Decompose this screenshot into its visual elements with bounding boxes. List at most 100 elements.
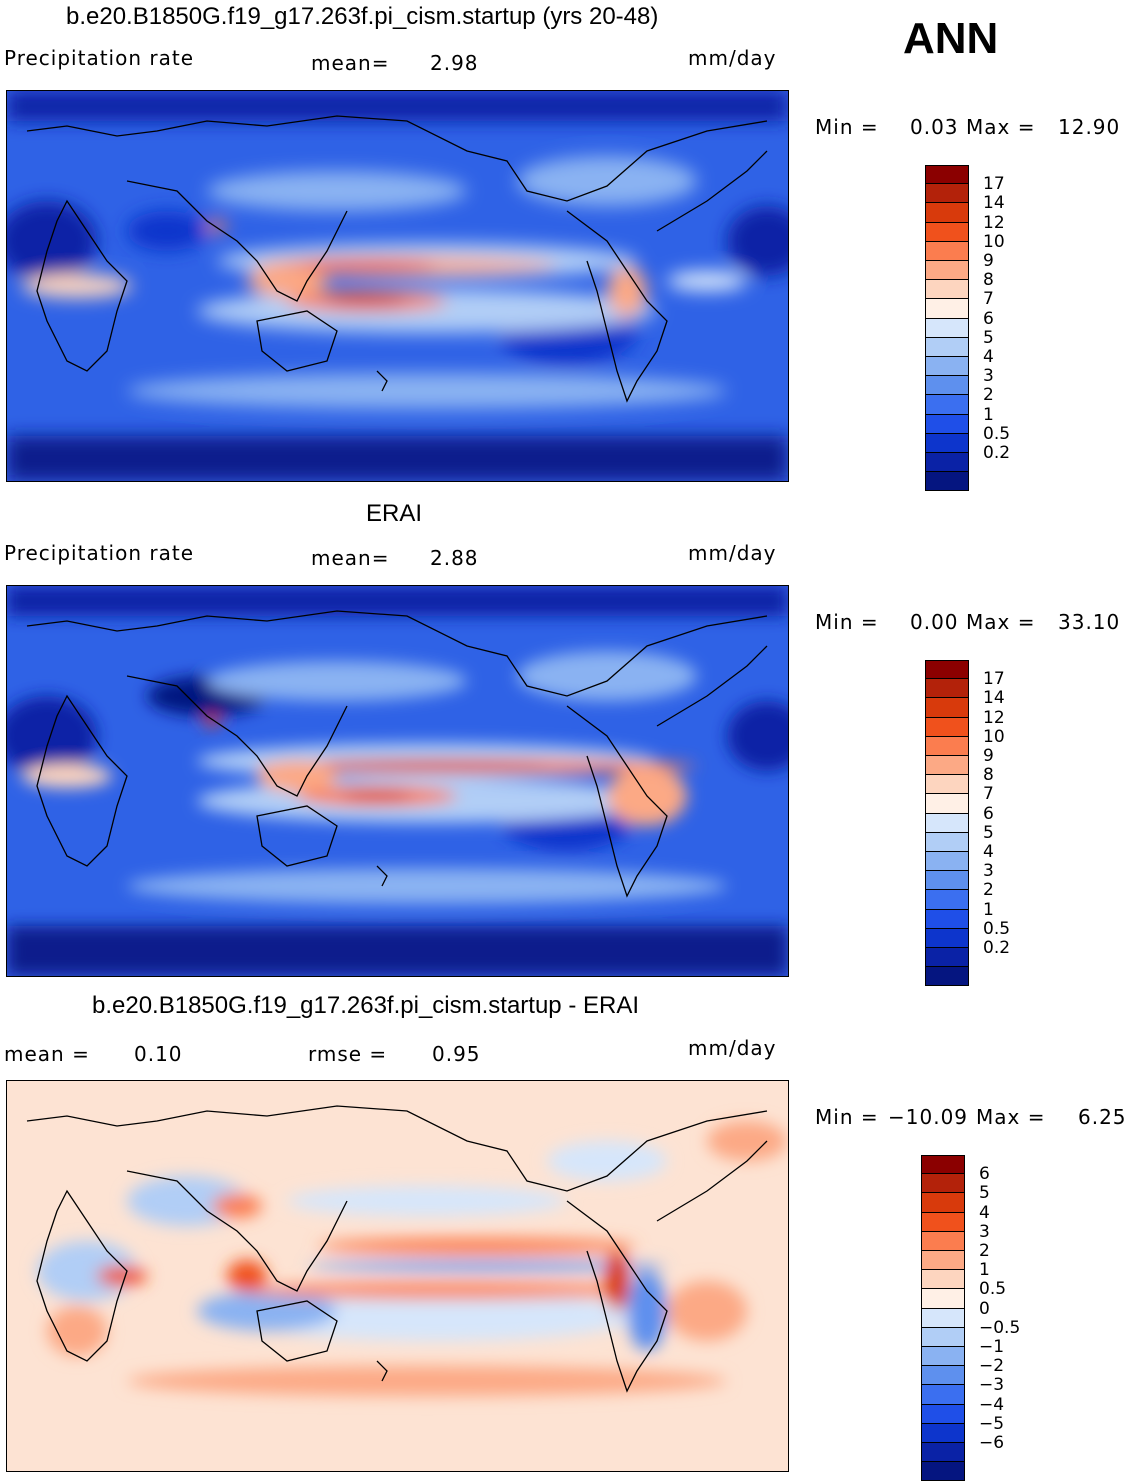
colorbar-tick-label: 12	[983, 707, 1005, 728]
colorbar-swatch	[925, 222, 969, 242]
colorbar-swatch	[925, 261, 969, 281]
panel3-map-field	[7, 1081, 788, 1471]
colorbar-swatch	[925, 453, 969, 473]
colorbar-swatch	[925, 414, 969, 434]
colorbar-tick-label: 6	[979, 1164, 990, 1185]
colorbar-swatch	[925, 376, 969, 396]
panel2-mean-label: mean=	[311, 546, 390, 570]
panel3-min-value: −10.09	[888, 1105, 969, 1129]
panel3-rmse-value: 0.95	[432, 1042, 481, 1066]
colorbar-swatch	[925, 280, 969, 300]
colorbar-swatch	[925, 832, 969, 852]
panel2-title: ERAI	[366, 500, 423, 527]
colorbar-swatch	[925, 337, 969, 357]
colorbar-swatch	[925, 736, 969, 756]
panel3-mean-value: 0.10	[134, 1042, 183, 1066]
colorbar-swatch	[925, 890, 969, 910]
colorbar-tick-label: 6	[983, 803, 994, 824]
colorbar-swatch	[925, 679, 969, 699]
colorbar-swatch	[925, 794, 969, 814]
colorbar-tick-label: 0.5	[979, 1279, 1007, 1300]
colorbar-tick-label: 8	[983, 270, 994, 291]
colorbar-tick-label: 4	[979, 1202, 990, 1223]
colorbar-swatch	[921, 1289, 965, 1309]
panel3-map	[6, 1080, 789, 1472]
colorbar-frame	[925, 660, 969, 987]
colorbar-tick-label: 0.5	[983, 918, 1011, 939]
panel2-map-field	[7, 586, 788, 976]
colorbar-swatch	[925, 871, 969, 891]
colorbar-tick-label: 14	[983, 688, 1005, 709]
colorbar-swatch	[925, 948, 969, 968]
colorbar-swatch	[925, 756, 969, 776]
colorbar-swatch	[925, 852, 969, 872]
colorbar-swatch	[925, 660, 969, 680]
panel1-variable: Precipitation rate	[4, 46, 194, 70]
colorbar-swatch	[925, 357, 969, 377]
colorbar-swatch	[925, 203, 969, 223]
colorbar-tick-label: 0.2	[983, 443, 1011, 463]
colorbar-swatch	[925, 184, 969, 204]
colorbar-tick-label: −6	[979, 1433, 1005, 1453]
colorbar-swatch	[925, 241, 969, 261]
colorbar-tick-label: 17	[983, 669, 1005, 690]
colorbar-tick-label: 6	[983, 308, 994, 329]
colorbar-tick-label: 5	[983, 327, 994, 348]
colorbar-tick-label: 4	[983, 842, 994, 862]
colorbar-swatch	[921, 1443, 965, 1463]
colorbar-tick-label: −4	[979, 1394, 1005, 1415]
colorbar-tick-label: −5	[979, 1413, 1005, 1434]
panel2-units: mm/day	[688, 541, 777, 565]
colorbar-tick-label: 12	[983, 212, 1005, 233]
colorbar-swatch	[925, 717, 969, 737]
colorbar-tick-label: −3	[979, 1375, 1005, 1396]
panel3-max-value: 6.25	[1078, 1105, 1127, 1129]
panel2-variable: Precipitation rate	[4, 541, 194, 565]
colorbar-swatch	[921, 1404, 965, 1424]
colorbar-tick-label: 0.2	[983, 938, 1011, 958]
panel1-map-field	[7, 91, 788, 481]
colorbar-swatch	[921, 1174, 965, 1194]
colorbar-swatch	[925, 318, 969, 338]
panel3-title: b.e20.B1850G.f19_g17.263f.pi_cism.startu…	[92, 992, 639, 1019]
colorbar-swatch	[921, 1423, 965, 1443]
colorbar-swatch	[925, 775, 969, 795]
colorbar-tick-label: 1	[979, 1260, 990, 1281]
panel2-mean-value: 2.88	[430, 546, 479, 570]
colorbar-tick-label: 17	[983, 174, 1005, 195]
colorbar-frame	[921, 1155, 965, 1481]
colorbar-tick-label: 10	[983, 231, 1005, 252]
colorbar-swatch	[921, 1193, 965, 1213]
season-label: ANN	[903, 14, 999, 63]
colorbar-tick-label: 8	[983, 765, 994, 786]
panel3-mean-label: mean =	[4, 1042, 90, 1066]
colorbar-tick-label: 1	[983, 404, 994, 425]
panel3-min-label: Min =	[815, 1105, 879, 1129]
colorbar-swatch	[925, 928, 969, 948]
colorbar-tick-label: 10	[983, 726, 1005, 747]
colorbar-swatch	[921, 1231, 965, 1251]
panel2-max-label: Max =	[966, 610, 1036, 634]
colorbar-tick-label: 5	[983, 822, 994, 843]
panel2-min-value: 0.00	[910, 610, 959, 634]
panel3-rmse-label: rmse =	[308, 1042, 388, 1066]
colorbar-swatch	[921, 1366, 965, 1386]
colorbar-tick-label: 7	[983, 784, 994, 805]
colorbar-tick-label: 5	[979, 1183, 990, 1204]
colorbar-tick-label: 2	[983, 880, 994, 901]
colorbar-tick-label: 9	[983, 746, 994, 766]
colorbar-swatch	[921, 1251, 965, 1271]
colorbar-tick-label: −0.5	[979, 1317, 1021, 1338]
panel2-min-label: Min =	[815, 610, 879, 634]
colorbar-swatch	[925, 395, 969, 415]
panel2-max-value: 33.10	[1058, 610, 1121, 634]
colorbar-tick-label: 9	[983, 251, 994, 271]
colorbar-swatch	[925, 813, 969, 833]
colorbar-swatch	[921, 1327, 965, 1347]
colorbar-swatch	[925, 698, 969, 718]
colorbar-tick-label: 0	[979, 1298, 990, 1319]
panel2-map	[6, 585, 789, 977]
colorbar-swatch	[925, 433, 969, 453]
panel1-units: mm/day	[688, 46, 777, 70]
colorbar-tick-label: 3	[983, 861, 994, 882]
